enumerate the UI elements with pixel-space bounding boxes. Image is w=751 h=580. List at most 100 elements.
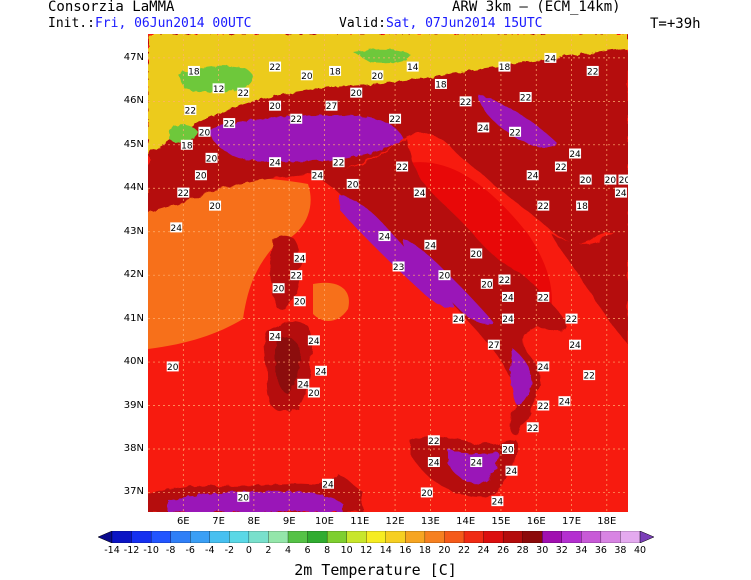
station-label: 24: [492, 498, 504, 508]
station-label: 27: [326, 102, 337, 112]
station-value: 24: [170, 222, 183, 234]
station-box: [269, 100, 282, 111]
colorbar-tick-label: 4: [284, 545, 292, 556]
lon-label: 9E: [282, 516, 296, 527]
model-title: ARW 3km – (ECM_14km): [452, 0, 621, 15]
station-label: 20: [238, 493, 250, 503]
station-box: [300, 70, 313, 81]
station-box: [307, 387, 320, 398]
station-box: [290, 113, 303, 124]
station-value: 20: [272, 283, 285, 295]
station-box: [198, 126, 211, 137]
colorbar-segment: [190, 531, 211, 543]
lon-label: 12E: [385, 516, 405, 527]
colorbar-tick-label: 10: [340, 545, 353, 556]
station-box: [269, 331, 282, 342]
station-label: 24: [502, 293, 514, 303]
station-value: 23: [392, 261, 405, 273]
station-value: 24: [427, 457, 440, 469]
station-value: 22: [237, 87, 250, 99]
station-label: 14: [407, 63, 419, 73]
colorbar-tick-label: 18: [418, 545, 431, 556]
colorbar: [98, 531, 654, 543]
station-value: 24: [470, 457, 483, 469]
station-label: 24: [312, 172, 324, 182]
station-value: 24: [322, 478, 334, 490]
station-label: 24: [569, 341, 581, 351]
station-box: [269, 157, 282, 168]
station-label: 24: [545, 54, 557, 64]
station-box: [237, 491, 250, 502]
station-value: 20: [198, 126, 211, 138]
station-value: 22: [526, 422, 539, 434]
station-box: [293, 296, 306, 307]
valid-line: Valid:Sat, 07Jun2014 15UTC: [339, 16, 543, 31]
station-value: 24: [558, 396, 571, 408]
station-value: 20: [371, 70, 384, 82]
station-box: [420, 487, 433, 498]
lat-label: 47N: [123, 51, 144, 63]
colorbar-segment: [600, 531, 621, 543]
station-box: [470, 457, 483, 468]
station-value: 22: [583, 370, 596, 382]
station-box: [537, 361, 550, 372]
colorbar-tick-label: 32: [555, 545, 568, 556]
station-box: [212, 83, 225, 94]
init-line: Init.:Fri, 06Jun2014 00UTC: [48, 16, 252, 31]
station-value: 22: [537, 291, 550, 303]
colorbar-title: 2m Temperature [C]: [294, 561, 457, 579]
station-box: [569, 148, 582, 159]
colorbar-tick-label: -4: [205, 545, 215, 556]
station-label: 23: [393, 263, 404, 273]
colorbar-segment: [229, 531, 250, 543]
station-label: 22: [587, 67, 598, 77]
station-value: 20: [350, 87, 363, 99]
station-label: 18: [181, 141, 193, 151]
station-label: 24: [569, 150, 581, 160]
station-label: 22: [583, 372, 594, 382]
station-label: 24: [269, 333, 281, 343]
station-box: [502, 291, 514, 302]
station-box: [329, 65, 342, 76]
colorbar-segment: [209, 531, 230, 543]
lon-label: 10E: [314, 516, 334, 527]
colorbar-segment: [444, 531, 465, 543]
colorbar-segment: [366, 531, 387, 543]
station-value: 24: [314, 365, 327, 377]
colorbar-segment: [561, 531, 582, 543]
colorbar-segment: [581, 531, 602, 543]
station-label: 24: [527, 172, 539, 182]
colorbar-tick-label: 12: [360, 545, 373, 556]
station-value: 22: [332, 157, 345, 169]
station-box: [569, 339, 582, 350]
station-label: 20: [347, 180, 359, 190]
station-value: 20: [438, 270, 451, 282]
colorbar-segment: [287, 531, 309, 543]
station-value: 27: [325, 100, 338, 112]
station-label: 24: [269, 159, 281, 169]
colorbar-min-arrow: [98, 531, 113, 543]
station-label: 22: [291, 115, 302, 125]
alps-green-3: [168, 124, 198, 143]
station-box: [396, 161, 409, 172]
station-value: 20: [300, 70, 313, 82]
station-box: [297, 378, 310, 389]
station-value: 20: [480, 278, 493, 290]
colorbar-tick-label: 20: [438, 545, 451, 556]
balkan-coast: [550, 224, 628, 344]
colorbar-tick-label: 8: [324, 545, 331, 556]
station-value: 20: [205, 152, 218, 164]
station-value: 20: [470, 248, 483, 260]
station-label: 22: [223, 120, 234, 130]
station-value: 18: [329, 65, 342, 77]
station-label: 18: [435, 80, 447, 90]
station-value: 18: [434, 78, 447, 90]
station-label: 24: [315, 367, 327, 377]
station-box: [209, 200, 222, 211]
station-label: 27: [488, 341, 499, 351]
station-label: 24: [453, 315, 465, 325]
colorbar-tick-label: 34: [575, 545, 588, 556]
station-label: 20: [301, 72, 313, 82]
colorbar-tick-label: 40: [633, 545, 647, 556]
